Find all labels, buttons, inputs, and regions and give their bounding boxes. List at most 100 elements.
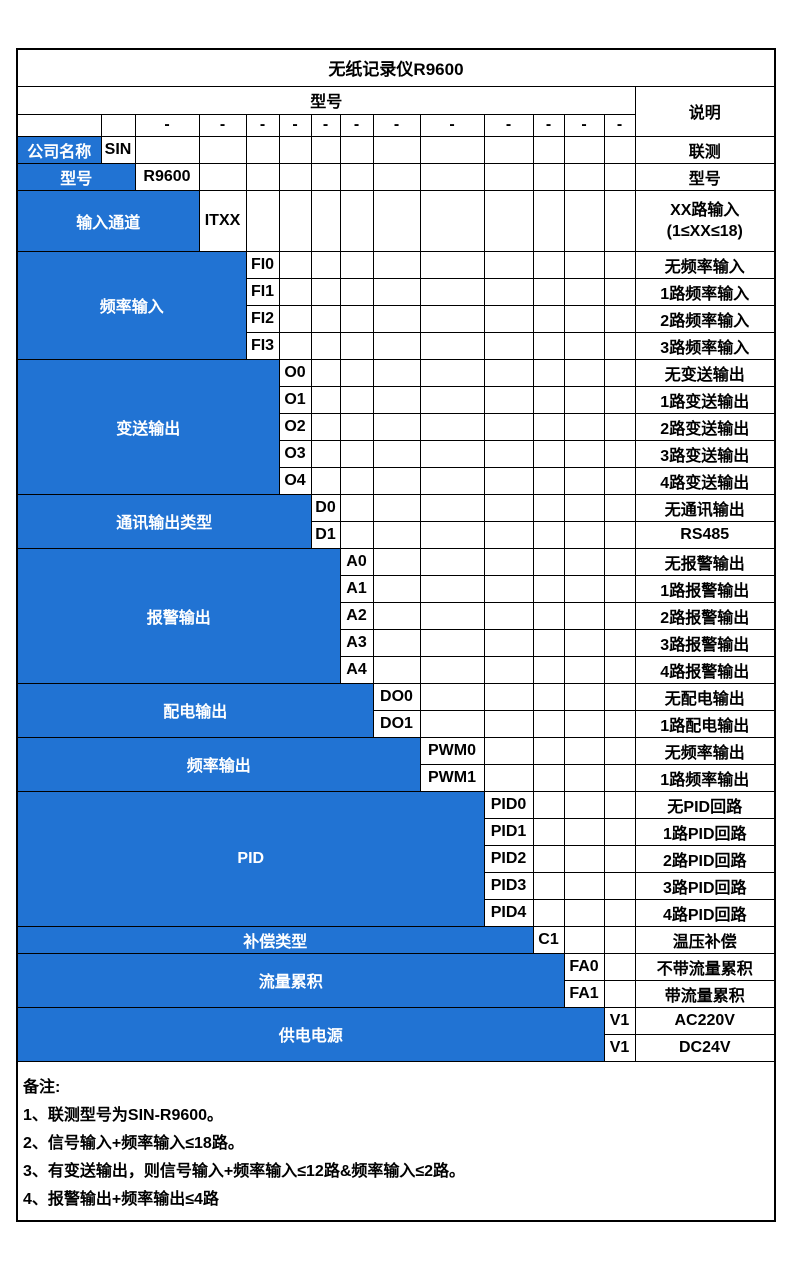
empty-cell — [419, 655, 485, 684]
empty-cell — [563, 736, 605, 765]
empty-cell — [532, 574, 565, 603]
empty-cell — [603, 574, 636, 603]
code-cell-transmitter-output: O0 — [278, 358, 312, 387]
code-cell-pid: PID0 — [483, 790, 534, 819]
desc-cell-transmitter-output: 2路变送输出 — [634, 412, 776, 441]
code-cell-frequency-output: PWM1 — [419, 763, 485, 792]
desc-cell-compensation-type: 温压补偿 — [634, 925, 776, 954]
empty-cell — [339, 466, 374, 495]
empty-cell — [483, 709, 534, 738]
empty-cell — [603, 736, 636, 765]
separator-cell: - — [134, 113, 200, 137]
empty-cell — [483, 439, 534, 468]
empty-cell — [483, 135, 534, 164]
empty-cell — [563, 682, 605, 711]
empty-cell — [532, 817, 565, 846]
empty-cell — [483, 466, 534, 495]
empty-cell — [372, 385, 421, 414]
empty-cell — [198, 135, 247, 164]
table-title: 无纸记录仪R9600 — [16, 48, 776, 87]
desc-cell-frequency-output: 无频率输出 — [634, 736, 776, 765]
desc-cell-alarm-output: 无报警输出 — [634, 547, 776, 576]
option-row: 配电输出 DO0 无配电输出 — [16, 682, 776, 738]
code-cell-comm-output-type: D1 — [310, 520, 341, 549]
section-label-pid: PID — [16, 790, 485, 927]
empty-cell — [278, 189, 312, 252]
empty-cell — [483, 385, 534, 414]
note-line-4: 4、报警输出+频率输出≤4路 — [23, 1190, 219, 1208]
code-cell-alarm-output: A4 — [339, 655, 374, 684]
empty-cell — [419, 547, 485, 576]
empty-cell — [532, 385, 565, 414]
code-cell-pid: PID4 — [483, 898, 534, 927]
separator-cell: - — [419, 113, 485, 137]
empty-cell — [310, 385, 341, 414]
separator-cell: - — [278, 113, 312, 137]
empty-cell — [563, 574, 605, 603]
empty-cell — [483, 331, 534, 360]
note-line-3: 3、有变送输出，则信号输入+频率输入≤12路&频率输入≤2路。 — [23, 1162, 466, 1180]
empty-cell — [603, 547, 636, 576]
empty-cell — [339, 277, 374, 306]
empty-cell — [603, 601, 636, 630]
desc-cell-frequency-input: 2路频率输入 — [634, 304, 776, 333]
empty-cell — [483, 763, 534, 792]
desc-line-2: (1≤XX≤18) — [666, 222, 743, 240]
empty-cell — [603, 358, 636, 387]
desc-cell-transmitter-output: 4路变送输出 — [634, 466, 776, 495]
empty-cell — [603, 439, 636, 468]
empty-cell — [372, 412, 421, 441]
empty-cell — [310, 466, 341, 495]
empty-cell — [339, 135, 374, 164]
desc-cell-pid: 2路PID回路 — [634, 844, 776, 873]
option-row: O4 4路变送输出 — [17, 466, 776, 495]
empty-cell — [339, 304, 374, 333]
empty-cell — [532, 162, 565, 191]
empty-cell — [532, 682, 565, 711]
empty-cell — [603, 952, 636, 981]
empty-cell — [532, 709, 565, 738]
empty-cell — [563, 304, 605, 333]
empty-cell — [339, 331, 374, 360]
empty-cell — [603, 189, 636, 252]
empty-cell — [532, 871, 565, 900]
option-row: 变送输出 O0 无变送输出 — [16, 358, 776, 495]
desc-cell-frequency-input: 无频率输入 — [634, 250, 776, 279]
code-cell-alarm-output: A1 — [339, 574, 374, 603]
separator-cell: - — [339, 113, 374, 137]
option-row: O1 1路变送输出 — [17, 385, 776, 414]
empty-cell — [310, 439, 341, 468]
option-row: 流量累积 FA0 不带流量累积 — [16, 952, 776, 1008]
empty-cell — [563, 250, 605, 279]
empty-cell — [603, 682, 636, 711]
empty-cell — [419, 331, 485, 360]
empty-cell — [339, 358, 374, 387]
desc-cell-pid: 4路PID回路 — [634, 898, 776, 927]
empty-cell — [603, 304, 636, 333]
option-row: V1 DC24V — [17, 1033, 776, 1062]
empty-cell — [419, 439, 485, 468]
empty-cell — [310, 189, 341, 252]
empty-cell — [372, 358, 421, 387]
empty-cell — [483, 304, 534, 333]
empty-cell — [483, 277, 534, 306]
empty-cell — [278, 162, 312, 191]
empty-cell — [245, 135, 280, 164]
empty-cell — [532, 655, 565, 684]
option-row: A4 4路报警输出 — [17, 655, 776, 684]
section-label-alarm-output: 报警输出 — [16, 547, 341, 684]
empty-cell — [278, 135, 312, 164]
empty-cell — [372, 439, 421, 468]
empty-cell — [310, 135, 341, 164]
empty-cell — [532, 844, 565, 873]
empty-cell — [372, 628, 421, 657]
empty-cell — [563, 709, 605, 738]
section-label-frequency-input: 频率输入 — [16, 250, 247, 360]
empty-cell — [339, 189, 374, 252]
option-row: PID PID0 无PID回路 — [16, 790, 776, 927]
empty-cell — [198, 162, 247, 191]
empty-cell — [278, 250, 312, 279]
code-cell-pid: PID2 — [483, 844, 534, 873]
empty-cell — [603, 709, 636, 738]
